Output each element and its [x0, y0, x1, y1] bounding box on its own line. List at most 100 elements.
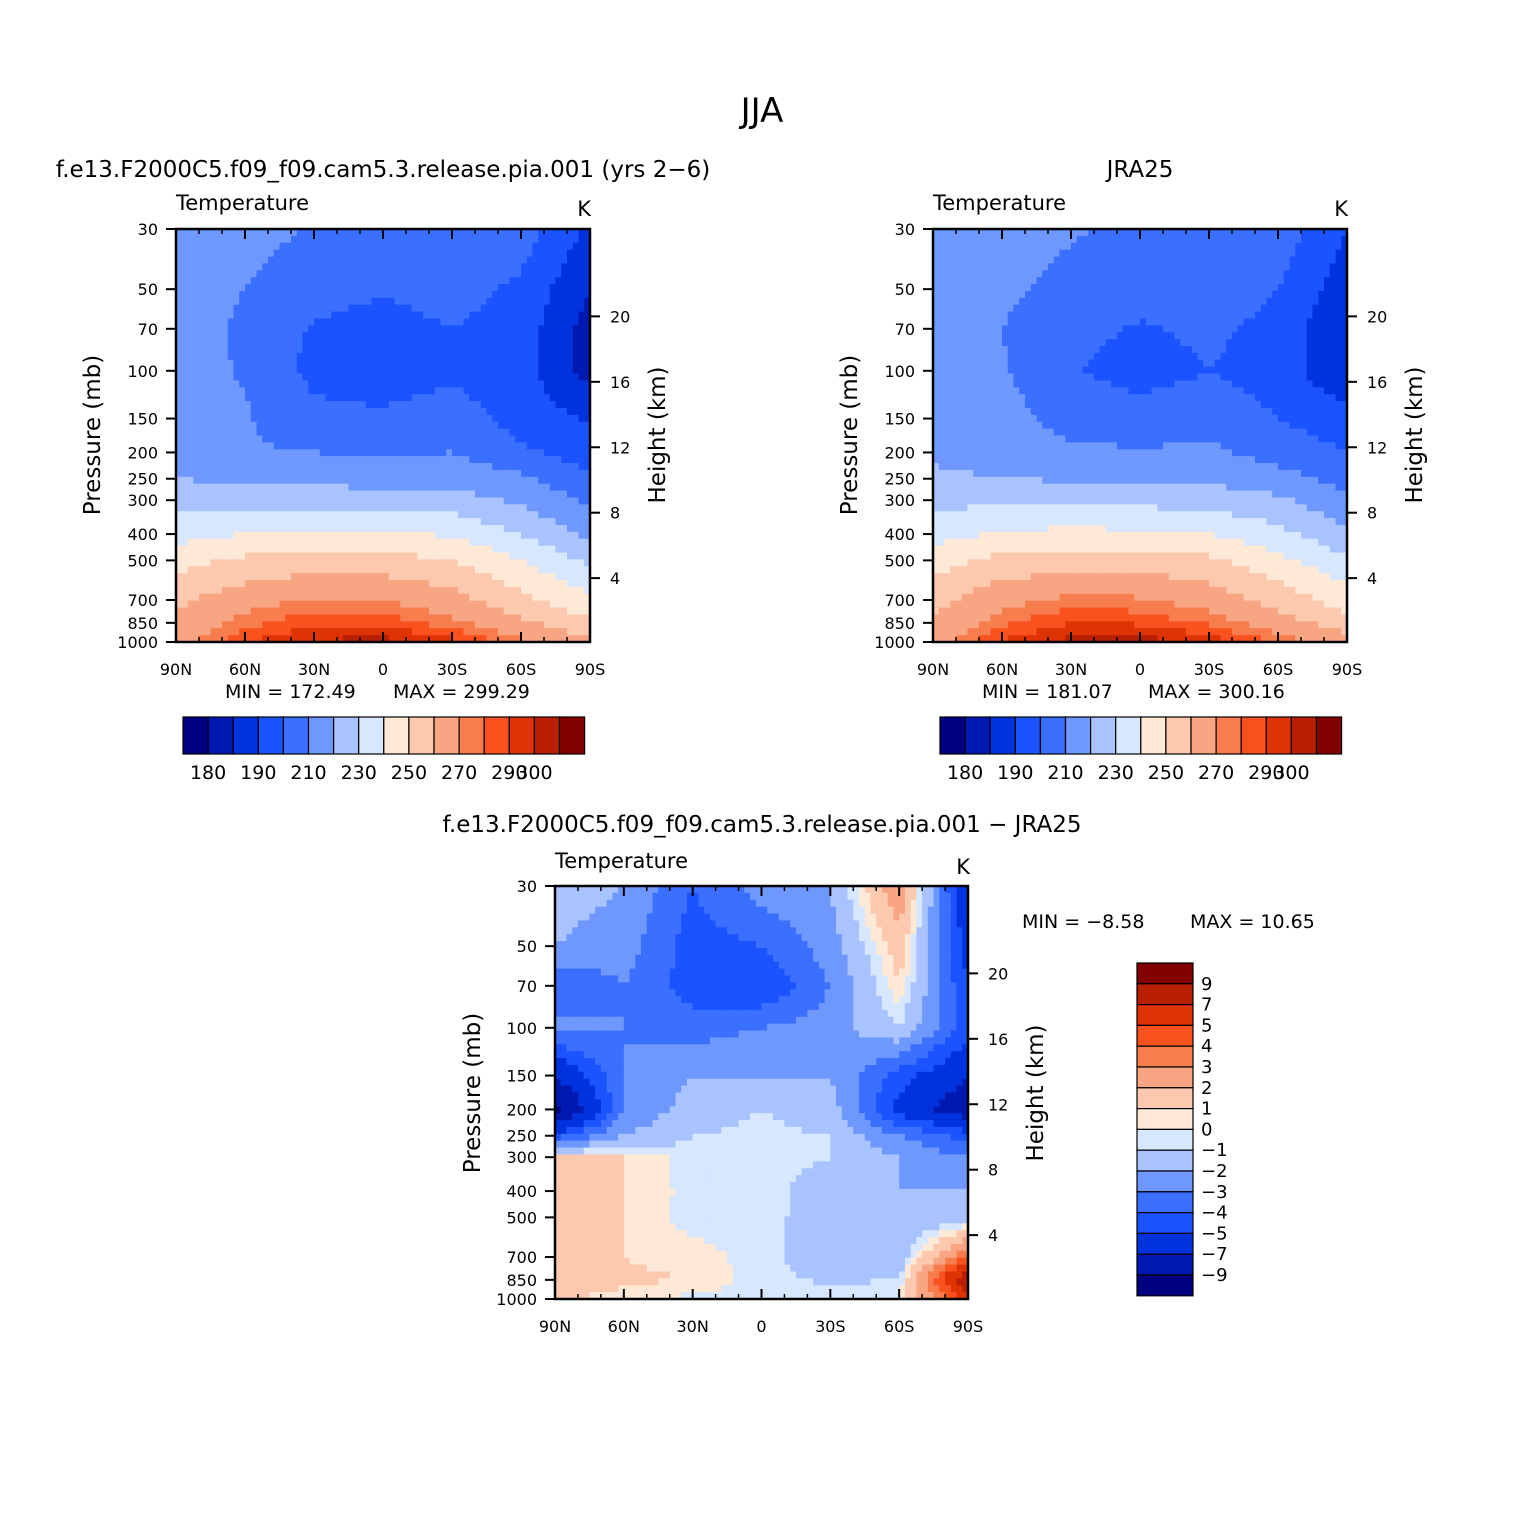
field-cell [388, 297, 396, 306]
field-cell [434, 304, 442, 313]
field-cell [273, 456, 281, 464]
field-cell [273, 511, 281, 519]
field-cell [325, 229, 332, 237]
field-cell [521, 600, 528, 609]
field-cell [457, 270, 465, 278]
field-cell [348, 490, 355, 499]
field-cell [348, 235, 355, 244]
field-cell [204, 332, 212, 340]
field-cell [250, 593, 258, 602]
field-cell [262, 483, 269, 492]
field-cell [406, 614, 413, 622]
field-cell [222, 401, 229, 409]
field-cell [291, 435, 298, 443]
field-cell [561, 442, 568, 450]
field-cell [296, 456, 304, 464]
field-cell [331, 407, 338, 416]
field-cell [308, 242, 315, 251]
field-cell [1243, 235, 1250, 244]
field-cell [273, 346, 281, 354]
field-cell [1278, 263, 1285, 271]
field-cell [181, 270, 189, 278]
field-cell [268, 435, 275, 443]
field-cell [411, 318, 419, 326]
field-cell [325, 284, 332, 292]
field-cell [544, 407, 551, 416]
field-cell [1025, 270, 1032, 278]
field-cell [337, 277, 344, 285]
field-cell [423, 421, 430, 430]
field-cell [400, 469, 407, 478]
field-cell [521, 229, 528, 237]
field-cell [314, 600, 321, 609]
field-cell [555, 339, 562, 347]
field-cell [256, 242, 263, 251]
field-cell [578, 538, 585, 547]
field-cell [423, 573, 430, 581]
field-cell [216, 621, 223, 629]
field-cell [279, 463, 286, 471]
field-cell [475, 263, 482, 271]
field-cell [233, 290, 240, 299]
field-cell [187, 311, 194, 320]
field-cell [509, 518, 516, 526]
field-cell [526, 593, 534, 602]
field-cell [950, 256, 957, 265]
field-cell [938, 242, 946, 251]
field-cell [578, 394, 585, 402]
field-cell [406, 249, 413, 258]
field-cell [555, 235, 562, 244]
field-cell [354, 290, 361, 299]
field-cell [1042, 249, 1049, 258]
field-cell [204, 628, 212, 636]
field-cell [285, 545, 292, 554]
field-cell [498, 607, 505, 616]
field-cell [503, 401, 511, 409]
field-cell [250, 270, 258, 278]
field-cell [452, 311, 459, 320]
field-cell [331, 401, 338, 409]
field-cell [222, 504, 229, 512]
field-cell [532, 449, 539, 457]
field-cell [319, 511, 327, 519]
field-cell [515, 318, 522, 326]
field-cell [302, 428, 309, 437]
field-cell [256, 318, 263, 326]
field-cell [314, 497, 321, 505]
field-cell [406, 635, 413, 643]
field-cell [1076, 249, 1084, 258]
field-cell [1082, 277, 1089, 285]
field-cell [233, 256, 240, 265]
field-cell [555, 442, 562, 450]
field-cell [417, 380, 424, 388]
field-cell [388, 559, 396, 567]
field-cell [227, 628, 235, 636]
field-cell [337, 242, 344, 251]
field-cell [302, 380, 309, 388]
field-cell [354, 490, 361, 499]
field-cell [245, 249, 252, 258]
field-cell [325, 407, 332, 416]
field-cell [360, 463, 367, 471]
field-cell [279, 511, 286, 519]
field-cell [555, 407, 562, 416]
field-cell [176, 346, 183, 354]
field-cell [417, 538, 424, 547]
field-cell [181, 614, 189, 622]
field-cell [245, 628, 252, 636]
field-cell [239, 242, 246, 251]
field-cell [417, 366, 424, 375]
field-cell [325, 339, 332, 347]
field-cell [538, 373, 545, 382]
field-cell [1157, 242, 1164, 251]
field-cell [526, 373, 534, 382]
field-cell [561, 325, 568, 333]
field-cell [944, 242, 951, 251]
field-cell [555, 325, 562, 333]
field-cell [273, 242, 281, 251]
field-cell [1042, 229, 1049, 237]
field-cell [567, 580, 574, 588]
field-cell [233, 311, 240, 320]
field-cell [544, 463, 551, 471]
field-cell [1255, 263, 1262, 271]
